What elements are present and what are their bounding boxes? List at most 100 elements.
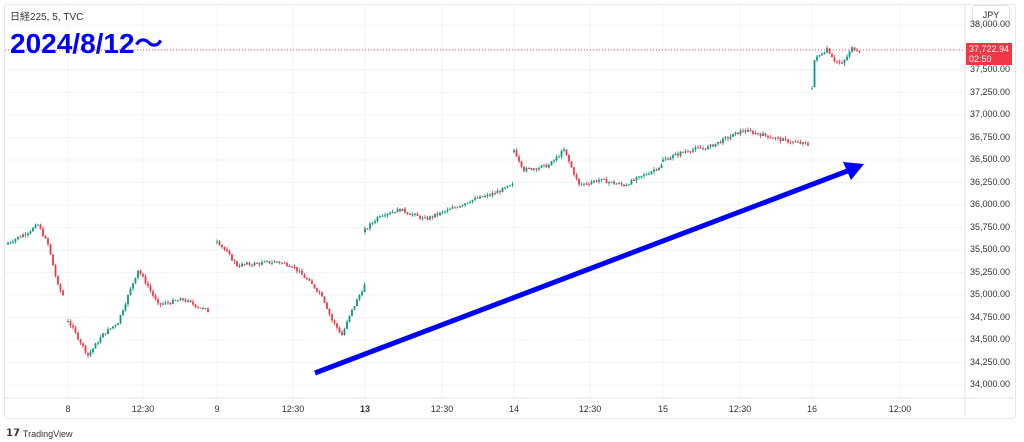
candle-body xyxy=(19,236,22,238)
candle-body xyxy=(802,142,804,144)
candle-body xyxy=(709,144,712,147)
candle-body xyxy=(54,265,57,276)
candle-body xyxy=(729,136,732,139)
candle-body xyxy=(451,207,454,209)
price-tick-label: 34,750.00 xyxy=(970,311,1011,322)
candle-body xyxy=(558,156,560,158)
candle-body xyxy=(543,164,545,166)
candle-body xyxy=(326,302,328,309)
currency-button[interactable]: JPY xyxy=(972,5,1010,25)
candle-body xyxy=(777,137,779,139)
candle-body xyxy=(444,211,446,213)
candle-body xyxy=(764,133,767,136)
candle-body xyxy=(506,185,509,188)
candle-body xyxy=(560,151,563,157)
candle-body xyxy=(833,57,836,62)
price-tick-label: 37,250.00 xyxy=(970,86,1011,97)
candle-body xyxy=(456,207,459,209)
candle-body xyxy=(221,244,223,247)
candle-body xyxy=(32,227,34,232)
candle-body xyxy=(404,208,406,213)
candle-body xyxy=(633,179,635,181)
candle-body xyxy=(550,161,553,166)
last-price-tag: 37,722.94 02:50 xyxy=(966,43,1012,65)
candle-body xyxy=(782,138,784,141)
price-tick-label: 34,500.00 xyxy=(970,334,1011,344)
candle-body xyxy=(797,141,799,143)
candle-body xyxy=(169,302,172,304)
candle-body xyxy=(197,306,199,308)
candle-body xyxy=(826,48,828,53)
candle-body xyxy=(49,244,52,255)
price-tick-label: 35,000.00 xyxy=(970,289,1011,299)
candle-body xyxy=(286,262,288,266)
candle-body xyxy=(226,249,228,252)
candle-body xyxy=(464,203,466,206)
candle-body xyxy=(687,151,689,153)
candle-body xyxy=(139,270,142,275)
candle-body xyxy=(144,276,147,284)
candle-body xyxy=(660,164,663,168)
candle-body xyxy=(580,184,583,186)
candle-body xyxy=(823,52,826,55)
candle-body xyxy=(538,167,540,170)
symbol-label: 日経225, 5, TVC xyxy=(10,12,84,23)
candle-body xyxy=(603,178,605,180)
candle-body xyxy=(351,309,353,316)
candle-body xyxy=(336,323,338,328)
candle-body xyxy=(640,175,643,177)
candle-body xyxy=(774,137,777,139)
candle-body xyxy=(399,208,401,212)
candle-body xyxy=(841,62,843,64)
candle-body xyxy=(318,291,321,293)
candle-body xyxy=(331,314,333,321)
candle-body xyxy=(598,179,600,182)
candle-body xyxy=(459,205,461,208)
price-tick-label: 37,000.00 xyxy=(970,109,1011,119)
candle-body xyxy=(256,262,258,264)
candle-body xyxy=(406,212,409,214)
candle-body xyxy=(238,266,241,268)
candle-body xyxy=(694,147,697,150)
candle-body xyxy=(99,337,102,343)
candle-body xyxy=(717,141,719,144)
trend-arrow-line xyxy=(314,167,851,376)
candle-body xyxy=(732,133,734,137)
candle-body xyxy=(461,205,464,207)
candle-body xyxy=(364,228,366,232)
candle-body xyxy=(421,217,424,219)
price-tick-label: 35,500.00 xyxy=(970,244,1011,254)
candle-body xyxy=(630,179,633,185)
candle-body xyxy=(293,266,296,268)
candle-body xyxy=(563,149,565,152)
candle-body xyxy=(268,261,271,264)
annotation-title: 2024/8/12〜 xyxy=(10,28,163,59)
candle-body xyxy=(276,261,278,263)
bar-countdown: 02:50 xyxy=(969,54,992,64)
candle-body xyxy=(124,304,127,311)
candle-body xyxy=(568,155,570,162)
candle-body xyxy=(853,47,856,51)
candle-body xyxy=(645,174,648,176)
candle-body xyxy=(303,274,306,278)
candle-body xyxy=(615,183,618,185)
candle-body xyxy=(699,147,702,149)
tradingview-logo[interactable]: 𝟭𝟳 TradingView xyxy=(6,428,72,439)
tradingview-logo-icon: 𝟭𝟳 xyxy=(6,428,20,439)
candle-body xyxy=(379,216,381,218)
candle-body xyxy=(727,137,729,139)
candle-body xyxy=(283,262,286,264)
candle-body xyxy=(593,180,595,183)
candle-body xyxy=(119,315,122,324)
candle-body xyxy=(471,199,474,202)
candle-body xyxy=(525,168,528,172)
time-tick-label: 12:00 xyxy=(888,404,912,414)
candle-body xyxy=(37,224,39,226)
candle-body xyxy=(301,270,303,275)
candle-body xyxy=(821,54,823,56)
candle-body xyxy=(27,233,29,235)
candle-body xyxy=(311,280,313,285)
candle-body xyxy=(154,295,157,300)
candle-body xyxy=(677,153,679,156)
